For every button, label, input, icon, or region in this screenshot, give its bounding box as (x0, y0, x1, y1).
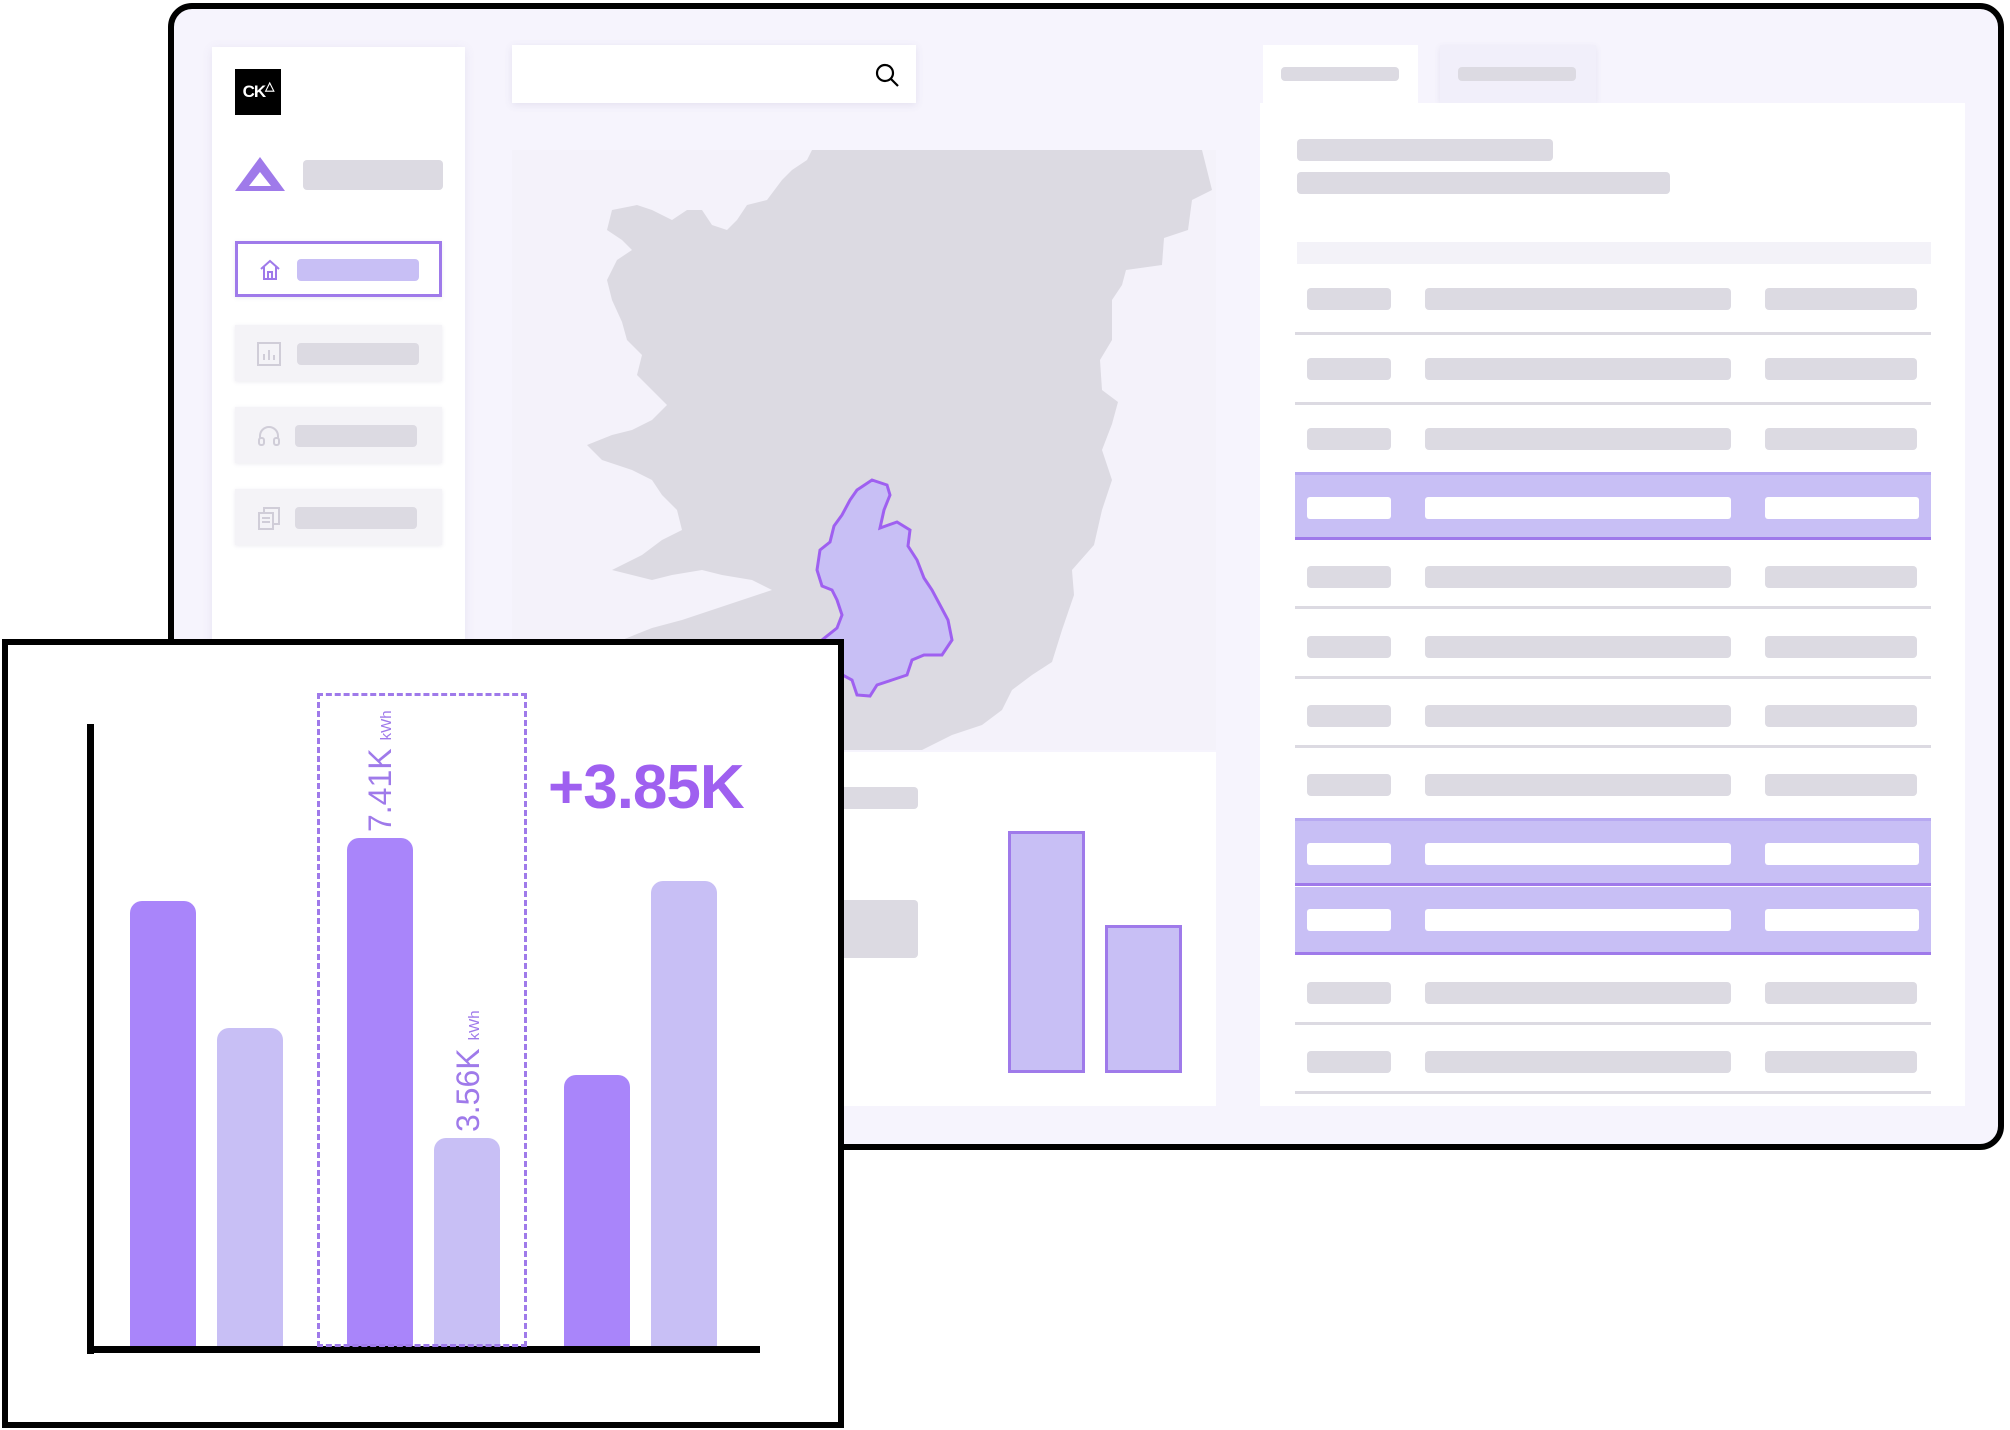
table-row-selected[interactable] (1295, 472, 1931, 540)
table-row[interactable] (1295, 634, 1931, 684)
sidebar-item-label (295, 507, 417, 529)
chart-bar[interactable] (130, 901, 196, 1346)
details-title-placeholder (1297, 139, 1553, 161)
chart-bar[interactable] (347, 838, 413, 1346)
headset-icon (258, 426, 280, 446)
documents-icon (258, 507, 280, 530)
chart-x-axis (87, 1346, 760, 1353)
bar-chart-icon (257, 342, 281, 366)
search-input[interactable] (512, 45, 916, 103)
sidebar-item-label (297, 259, 419, 281)
table-row[interactable] (1295, 1049, 1931, 1099)
comparison-highlight-box (317, 693, 527, 1347)
delta-value: +3.85K (548, 753, 745, 822)
sidebar-item-label (295, 425, 417, 447)
region-map[interactable] (512, 150, 1216, 750)
search-icon[interactable] (874, 62, 900, 88)
brand-triangle-icon (235, 157, 285, 191)
chart-bar[interactable] (434, 1138, 500, 1346)
table-row[interactable] (1295, 564, 1931, 614)
highlighted-region (810, 478, 954, 698)
mini-chart-bar[interactable] (1008, 831, 1085, 1073)
table-row[interactable] (1295, 772, 1931, 822)
sidebar-item-documents[interactable] (235, 489, 442, 545)
chart-bar[interactable] (651, 881, 717, 1346)
chart-bar[interactable] (564, 1075, 630, 1346)
table-row[interactable] (1295, 354, 1931, 405)
table-header (1297, 242, 1931, 264)
chart-bar[interactable] (217, 1028, 283, 1346)
table-row[interactable] (1295, 980, 1931, 1030)
chart-y-axis (87, 724, 94, 1354)
table-row[interactable] (1295, 424, 1931, 474)
table-row-selected[interactable] (1295, 887, 1931, 955)
bar-value-label: 7.41KkWh (362, 710, 398, 832)
tab-inactive[interactable] (1440, 45, 1596, 103)
home-icon (260, 259, 280, 280)
table-row[interactable] (1295, 284, 1931, 335)
sidebar-item-home[interactable] (235, 241, 442, 297)
bar-value-label: 3.56KkWh (450, 1010, 486, 1132)
details-subtitle-placeholder (1297, 172, 1670, 194)
app-logo[interactable]: CK△ (235, 69, 281, 115)
sidebar-item-label (297, 343, 419, 365)
sidebar-item-analytics[interactable] (235, 325, 442, 381)
mini-chart-bar[interactable] (1105, 925, 1182, 1073)
table-row-selected[interactable] (1295, 818, 1931, 886)
sidebar-item-support[interactable] (235, 407, 442, 463)
table-row[interactable] (1295, 703, 1931, 753)
tab-active[interactable] (1263, 45, 1418, 103)
workspace-name-placeholder (303, 160, 443, 190)
landmass (587, 150, 1212, 750)
